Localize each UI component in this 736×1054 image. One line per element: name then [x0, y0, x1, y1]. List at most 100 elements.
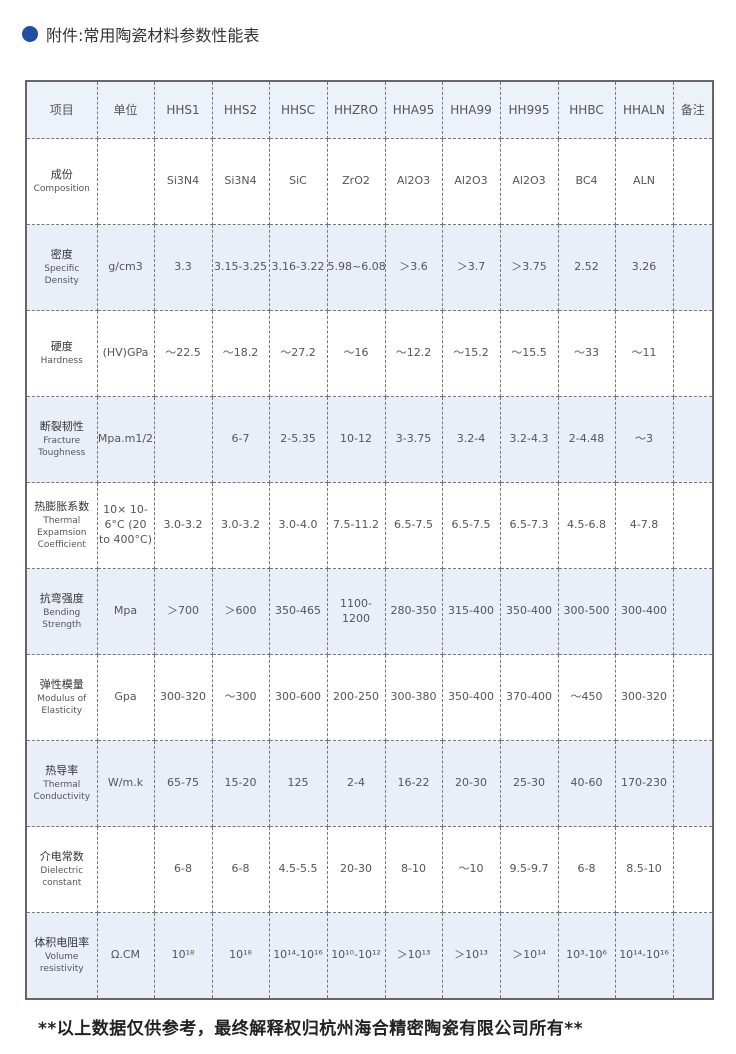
table-row: 弹性模量 Modulus of Elasticity Gpa 300-320 ～300 3… — [25, 654, 714, 741]
property-label-cell: 体积电阻率 Volume resistivity — [25, 912, 98, 1000]
header-cell: HH995 — [499, 80, 559, 139]
header-cell: HHA95 — [384, 80, 443, 139]
value-cell: 2-4 — [326, 740, 386, 827]
unit-cell: Ω.CM — [96, 912, 155, 1000]
note-cell — [672, 310, 714, 397]
value-cell: 6-7 — [211, 396, 270, 483]
value-cell: ZrO2 — [326, 138, 386, 225]
value-cell: 350-465 — [268, 568, 328, 655]
value-cell: 6.5-7.5 — [441, 482, 501, 569]
value-cell: ＞3.75 — [499, 224, 559, 311]
value-cell: 10¹⁴-10¹⁶ — [614, 912, 674, 1000]
unit-cell — [96, 138, 155, 225]
note-cell — [672, 654, 714, 741]
value-cell: 3.2-4 — [441, 396, 501, 483]
property-name-en: Specific Density — [44, 263, 80, 286]
value-cell: 170-230 — [614, 740, 674, 827]
header-cell: 备注 — [672, 80, 714, 139]
unit-cell — [96, 826, 155, 913]
property-label-cell: 成份 Composition — [25, 138, 98, 225]
value-cell: ～450 — [557, 654, 616, 741]
property-name-en: Volume resistivity — [39, 951, 84, 974]
value-cell: 200-250 — [326, 654, 386, 741]
value-cell: ～27.2 — [268, 310, 328, 397]
table-row: 抗弯强度 Bending Strength Mpa ＞700 ＞600 350-465 11… — [25, 568, 714, 655]
value-cell: ALN — [614, 138, 674, 225]
unit-cell: Gpa — [96, 654, 155, 741]
value-cell: ～16 — [326, 310, 386, 397]
property-label-cell: 弹性模量 Modulus of Elasticity — [25, 654, 98, 741]
value-cell: ～10 — [441, 826, 501, 913]
property-label-cell: 硬度 Hardness — [25, 310, 98, 397]
value-cell: 300-320 — [614, 654, 674, 741]
property-name-zh: 体积电阻率 — [34, 935, 90, 949]
unit-cell: W/m.k — [96, 740, 155, 827]
value-cell: ～15.5 — [499, 310, 559, 397]
page-heading: 附件:常用陶瓷材料参数性能表 — [22, 22, 259, 46]
table-row: 介电常数 Dielectric constant 6-8 6-8 4.5-5.5 20-3… — [25, 826, 714, 913]
table-header-row: 项目 单位 HHS1 HHS2 HHSC HHZRO HHA95 HHA99 HH995 HHBC… — [25, 80, 714, 139]
value-cell: 6-8 — [557, 826, 616, 913]
property-name-zh: 热膨胀系数 — [34, 499, 90, 513]
value-cell: 3.15-3.25 — [211, 224, 270, 311]
note-cell — [672, 224, 714, 311]
header-cell: 单位 — [96, 80, 155, 139]
value-cell: 10¹⁸ — [153, 912, 213, 1000]
property-name-en: Thermal Conductivity — [33, 779, 91, 802]
value-cell: ～33 — [557, 310, 616, 397]
property-name-en: Hardness — [40, 355, 83, 366]
property-name-zh: 断裂韧性 — [39, 419, 84, 433]
property-label-cell: 抗弯强度 Bending Strength — [25, 568, 98, 655]
value-cell: 10¹⁴-10¹⁶ — [268, 912, 328, 1000]
page-title: 附件:常用陶瓷材料参数性能表 — [46, 26, 260, 45]
value-cell: BC4 — [557, 138, 616, 225]
header-cell: HHA99 — [441, 80, 501, 139]
value-cell: SiC — [268, 138, 328, 225]
value-cell: ～18.2 — [211, 310, 270, 397]
property-label-cell: 密度 Specific Density — [25, 224, 98, 311]
value-cell: 6.5-7.3 — [499, 482, 559, 569]
value-cell: ～15.2 — [441, 310, 501, 397]
header-cell: HHS1 — [153, 80, 213, 139]
value-cell: 20-30 — [441, 740, 501, 827]
value-cell: 3.26 — [614, 224, 674, 311]
value-cell: ＞3.7 — [441, 224, 501, 311]
value-cell: ～12.2 — [384, 310, 443, 397]
value-cell: 350-400 — [441, 654, 501, 741]
unit-cell: g/cm3 — [96, 224, 155, 311]
property-label-cell: 热膨胀系数 Thermal Expamsion Coefficient — [25, 482, 98, 569]
value-cell: 5.98~6.08 — [326, 224, 386, 311]
property-name-zh: 硬度 — [50, 340, 73, 353]
value-cell: 65-75 — [153, 740, 213, 827]
value-cell: 10¹⁸ — [211, 912, 270, 1000]
value-cell: 3.0-3.2 — [153, 482, 213, 569]
value-cell: Si3N4 — [153, 138, 213, 225]
value-cell: 25-30 — [499, 740, 559, 827]
property-name-en: Thermal Expamsion Coefficient — [37, 515, 87, 550]
header-cell: HHZRO — [326, 80, 386, 139]
value-cell: 300-380 — [384, 654, 443, 741]
value-cell: 6-8 — [211, 826, 270, 913]
property-name-zh: 抗弯强度 — [39, 591, 84, 605]
header-cell: HHALN — [614, 80, 674, 139]
table-row: 成份 Composition Si3N4 Si3N4 SiC ZrO2 Al2O3 Al2O3… — [25, 138, 714, 225]
value-cell: 125 — [268, 740, 328, 827]
value-cell: 10³-10⁶ — [557, 912, 616, 1000]
header-cell: 项目 — [25, 80, 98, 139]
property-label-cell: 介电常数 Dielectric constant — [25, 826, 98, 913]
property-name-en: Fracture Toughness — [38, 435, 86, 458]
value-cell: 9.5-9.7 — [499, 826, 559, 913]
value-cell: 280-350 — [384, 568, 443, 655]
value-cell: 8.5-10 — [614, 826, 674, 913]
value-cell: ＞10¹⁴ — [499, 912, 559, 1000]
value-cell: Si3N4 — [211, 138, 270, 225]
value-cell: 300-320 — [153, 654, 213, 741]
header-cell: HHBC — [557, 80, 616, 139]
value-cell: 3.2-4.3 — [499, 396, 559, 483]
value-cell: 1100-1200 — [326, 568, 386, 655]
value-cell: 3.16-3.22 — [268, 224, 328, 311]
table-row: 断裂韧性 Fracture Toughness Mpa.m1/2 6-7 2-5.35 1… — [25, 396, 714, 483]
ceramic-properties-table: 项目 单位 HHS1 HHS2 HHSC HHZRO HHA95 HHA99 HH995 HHBC… — [25, 80, 714, 1000]
value-cell: 6.5-7.5 — [384, 482, 443, 569]
value-cell: 3.3 — [153, 224, 213, 311]
